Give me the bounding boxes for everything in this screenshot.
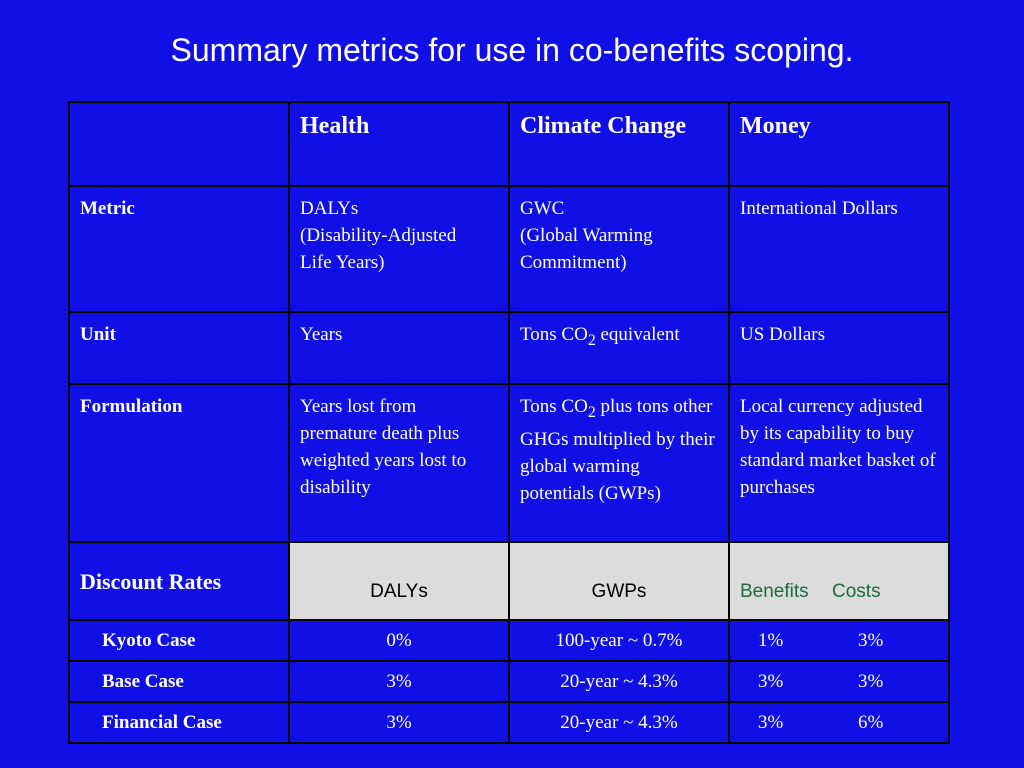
discount-money: Benefits Costs [728,541,950,621]
header-empty-cell [68,101,290,187]
metric-climate-line: Commitment) [520,252,627,273]
header-row: Health Climate Change Money [68,101,950,187]
discount-climate: GWPs [508,541,730,621]
metric-health: DALYs (Disability-Adjusted Life Years) [288,185,510,313]
metric-climate-line: (Global Warming [520,225,653,246]
case-health: 3% [288,701,510,744]
unit-label: Unit [68,311,290,385]
metric-label: Metric [68,185,290,313]
discount-health: DALYs [288,541,510,621]
discount-benefits: Benefits [740,581,809,602]
case-label: Kyoto Case [68,619,290,662]
case-health: 0% [288,619,510,662]
case-row-base: Base Case 3% 20-year ~ 4.3% 3% 3% [68,660,950,703]
case-money: 3% 3% [728,660,950,703]
formulation-climate-suffix: plus tons other GHGs multiplied by their… [520,396,715,504]
metric-health-line: DALYs [300,198,359,219]
formulation-label: Formulation [68,383,290,543]
case-climate: 20-year ~ 4.3% [508,660,730,703]
case-money: 3% 6% [728,701,950,744]
slide-title: Summary metrics for use in co-benefits s… [170,32,854,68]
case-climate: 100-year ~ 0.7% [508,619,730,662]
formulation-climate-prefix: Tons CO [520,396,588,417]
discount-rates-row: Discount Rates DALYs GWPs Benefits Costs [68,541,950,621]
formulation-climate: Tons CO2 plus tons other GHGs multiplied… [508,383,730,543]
unit-health: Years [288,311,510,385]
unit-climate-subscript: 2 [587,331,596,349]
header-money: Money [728,101,950,187]
case-climate: 20-year ~ 4.3% [508,701,730,744]
case-label: Financial Case [68,701,290,744]
metric-health-line: Life Years) [300,252,385,273]
unit-climate-prefix: Tons CO [520,324,588,345]
case-money: 1% 3% [728,619,950,662]
discount-rates-label: Discount Rates [68,541,290,621]
case-benefits: 3% [758,671,784,692]
metric-climate-line: GWC [520,198,565,219]
formulation-health: Years lost from premature death plus wei… [288,383,510,543]
metric-money: International Dollars [728,185,950,313]
case-benefits: 3% [758,712,784,733]
metrics-table: Health Climate Change Money Metric DALYs… [68,101,950,744]
case-health: 3% [288,660,510,703]
unit-row: Unit Years Tons CO2 equivalent US Dollar… [68,311,950,385]
metric-health-line: (Disability-Adjusted [300,225,457,246]
header-health: Health [288,101,510,187]
case-row-financial: Financial Case 3% 20-year ~ 4.3% 3% 6% [68,701,950,744]
unit-climate-suffix: equivalent [595,324,680,345]
case-label: Base Case [68,660,290,703]
case-costs: 3% [858,671,884,692]
case-costs: 6% [858,712,884,733]
unit-climate: Tons CO2 equivalent [508,311,730,385]
case-row-kyoto: Kyoto Case 0% 100-year ~ 0.7% 1% 3% [68,619,950,662]
formulation-row: Formulation Years lost from premature de… [68,383,950,543]
unit-money: US Dollars [728,311,950,385]
header-climate-change: Climate Change [508,101,730,187]
case-benefits: 1% [758,630,784,651]
case-costs: 3% [858,630,884,651]
formulation-climate-subscript: 2 [587,403,596,421]
metric-climate: GWC (Global Warming Commitment) [508,185,730,313]
formulation-money: Local currency adjusted by its capabilit… [728,383,950,543]
metric-row: Metric DALYs (Disability-Adjusted Life Y… [68,185,950,313]
discount-costs: Costs [832,581,881,602]
